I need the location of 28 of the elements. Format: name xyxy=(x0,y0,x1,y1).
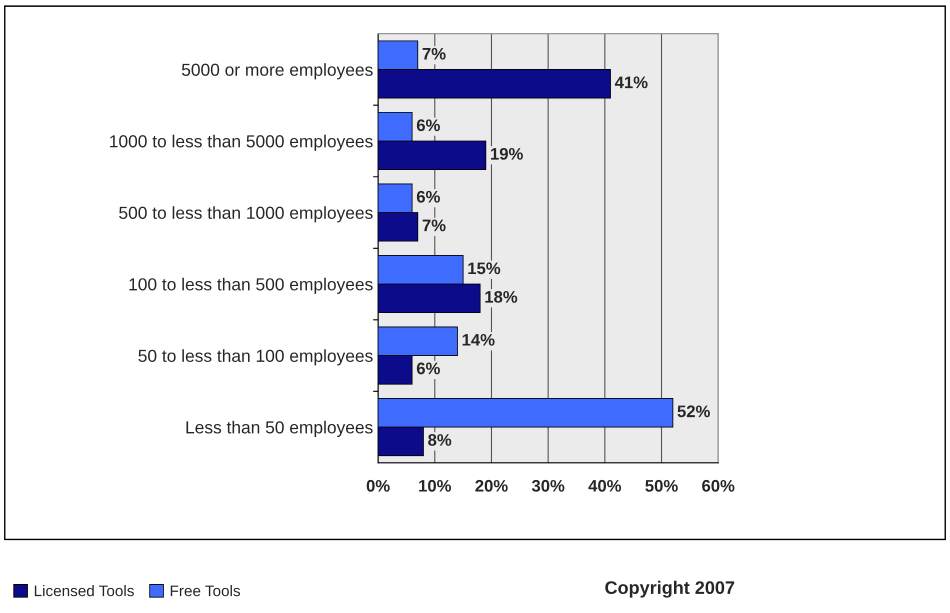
y-tick-label: 50 to less than 100 employees xyxy=(138,349,373,366)
data-label: 18% xyxy=(485,291,518,303)
data-label: 6% xyxy=(416,190,440,203)
text: Copyright 2007 xyxy=(605,580,734,598)
legend-label: Free Tools xyxy=(170,585,240,596)
x-tick-label: 0% xyxy=(366,480,390,492)
data-label: 41% xyxy=(614,76,648,88)
x-tick-label: 50% xyxy=(645,480,678,492)
y-tick-label: 100 to less than 500 employees xyxy=(129,278,373,294)
data-label: 15% xyxy=(468,262,500,274)
data-label: 52% xyxy=(678,405,710,418)
y-tick-label: 1000 to less than 5000 employees xyxy=(110,134,373,151)
data-label: 7% xyxy=(422,48,446,60)
data-label: 7% xyxy=(422,220,446,232)
legend-label: Licensed Tools xyxy=(34,585,134,596)
data-label: 6% xyxy=(416,362,440,374)
data-label: 14% xyxy=(462,334,495,346)
y-tick-label: 500 to less than 1000 employees xyxy=(119,206,373,222)
x-tick-label: 10% xyxy=(419,480,452,492)
y-tick-label: 5000 or more employees xyxy=(182,63,373,80)
y-tick-label: Less than 50 employees xyxy=(186,420,373,437)
data-label: 6% xyxy=(416,119,440,132)
data-label: 19% xyxy=(491,148,523,160)
x-tick-label: 40% xyxy=(588,480,622,492)
x-tick-label: 60% xyxy=(702,480,734,492)
x-tick-label: 20% xyxy=(475,480,508,492)
x-tick-label: 30% xyxy=(532,480,564,492)
data-label: 8% xyxy=(428,434,452,446)
